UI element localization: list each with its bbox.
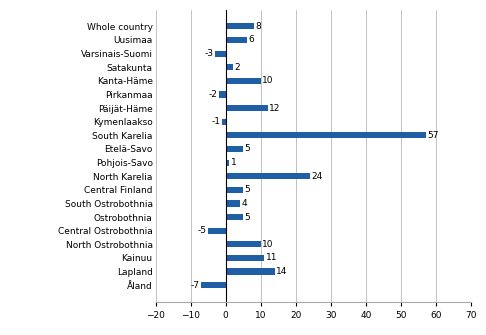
Bar <box>226 200 240 206</box>
Text: 12: 12 <box>269 104 280 113</box>
Bar <box>226 214 243 220</box>
Text: 24: 24 <box>312 172 323 181</box>
Text: 5: 5 <box>244 185 250 194</box>
Bar <box>226 173 310 179</box>
Text: 1: 1 <box>231 158 236 167</box>
Text: -3: -3 <box>205 49 214 58</box>
Bar <box>215 51 226 57</box>
Bar <box>226 159 229 165</box>
Bar <box>226 23 254 29</box>
Text: -7: -7 <box>191 281 200 290</box>
Bar <box>226 78 261 84</box>
Text: 57: 57 <box>427 131 439 140</box>
Bar <box>201 282 226 288</box>
Bar <box>226 105 268 111</box>
Text: -1: -1 <box>212 117 221 126</box>
Text: 5: 5 <box>244 213 250 221</box>
Bar <box>226 146 243 152</box>
Bar <box>226 268 275 275</box>
Bar <box>219 91 226 97</box>
Bar <box>226 37 247 43</box>
Bar <box>208 228 226 234</box>
Text: 8: 8 <box>255 22 261 31</box>
Text: 14: 14 <box>276 267 288 276</box>
Text: 11: 11 <box>266 254 277 262</box>
Bar <box>226 132 426 138</box>
Bar <box>226 187 243 193</box>
Text: 10: 10 <box>262 76 274 85</box>
Text: 5: 5 <box>244 144 250 153</box>
Bar <box>226 241 261 247</box>
Text: 2: 2 <box>234 63 240 72</box>
Text: -5: -5 <box>198 226 207 235</box>
Bar <box>226 255 264 261</box>
Text: 4: 4 <box>241 199 247 208</box>
Text: 10: 10 <box>262 240 274 249</box>
Bar <box>222 119 226 125</box>
Text: 6: 6 <box>248 36 254 45</box>
Text: -2: -2 <box>208 90 217 99</box>
Bar <box>226 64 233 70</box>
